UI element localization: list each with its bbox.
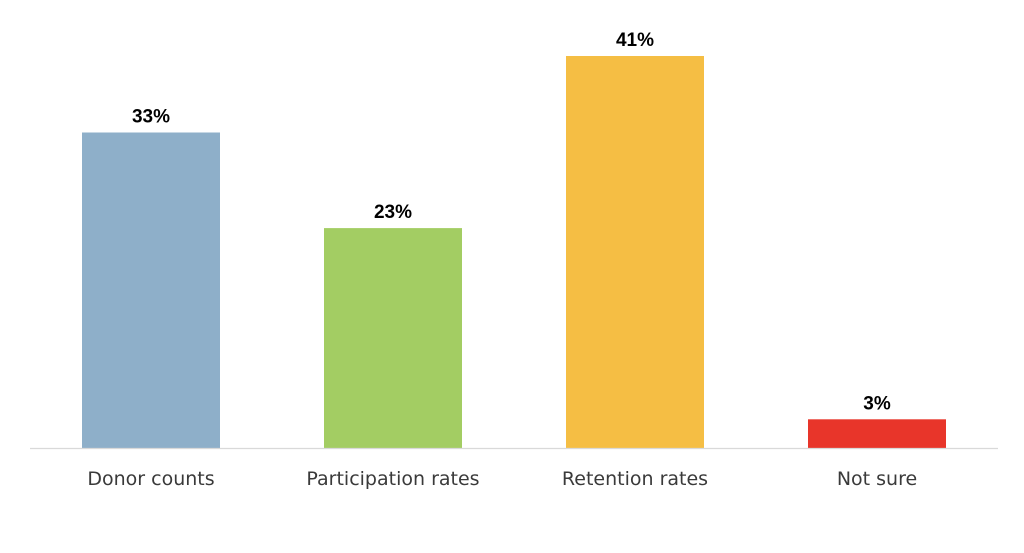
- bar-not-sure: [808, 419, 946, 448]
- value-label-participation-rates: 23%: [374, 202, 412, 223]
- bar-participation-rates: [324, 228, 462, 448]
- value-labels-group: 33% 23% 41% 3%: [132, 30, 891, 414]
- category-label-donor-counts: Donor counts: [87, 468, 214, 490]
- category-labels-group: Donor counts Participation rates Retention…: [87, 468, 917, 490]
- category-label-participation-rates: Participation rates: [306, 468, 479, 490]
- value-label-donor-counts: 33%: [132, 107, 170, 128]
- bar-donor-counts: [82, 132, 220, 448]
- value-label-not-sure: 3%: [863, 393, 891, 414]
- value-label-retention-rates: 41%: [616, 30, 654, 51]
- bar-retention-rates: [566, 56, 704, 448]
- bars-group: [82, 56, 946, 448]
- category-label-retention-rates: Retention rates: [562, 468, 708, 490]
- category-label-not-sure: Not sure: [837, 468, 917, 490]
